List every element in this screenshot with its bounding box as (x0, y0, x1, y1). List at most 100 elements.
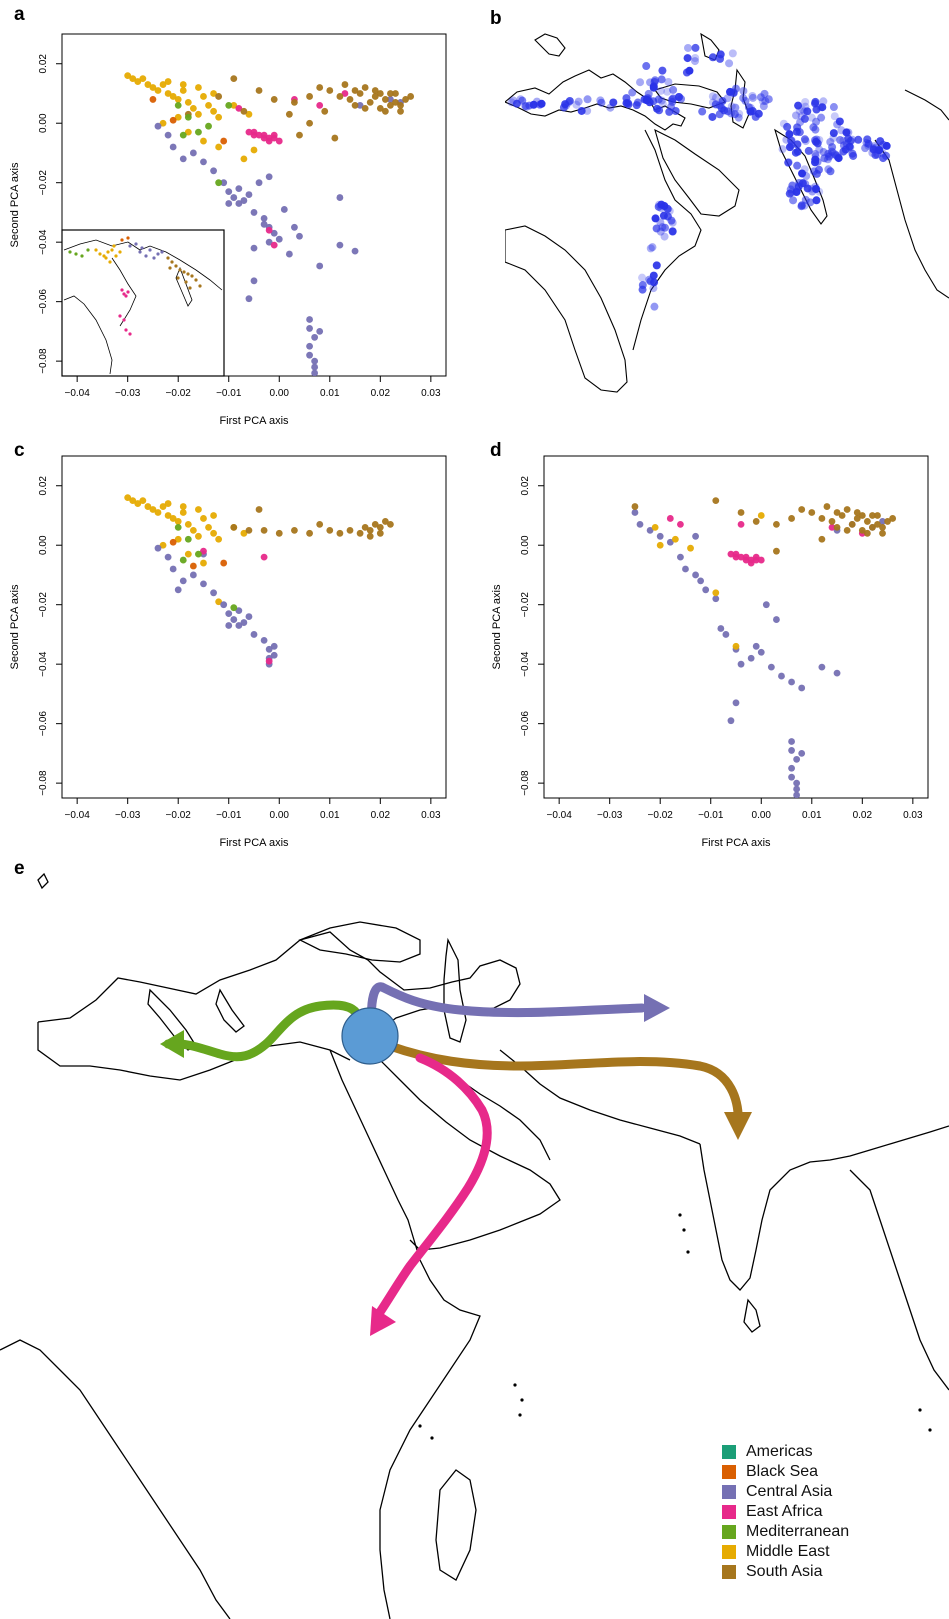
data-point-south-asia (397, 101, 404, 109)
site-point (802, 172, 811, 181)
site-point (748, 93, 757, 102)
site-point (715, 110, 724, 119)
data-point-south-asia (255, 506, 263, 513)
data-point-black-sea (189, 562, 197, 570)
site-point (661, 223, 670, 232)
data-point-central-asia (788, 747, 795, 754)
site-point (803, 184, 812, 193)
site-point (803, 107, 812, 116)
inset-point-mediterranean (80, 254, 84, 258)
inset-point-south-asia (186, 272, 190, 276)
data-point-middle-east (757, 512, 765, 519)
data-point-central-asia (336, 194, 344, 201)
data-point-central-asia (879, 518, 886, 525)
data-point-central-asia (210, 167, 217, 175)
data-point-mediterranean (230, 604, 238, 612)
inset-point-east-africa (122, 292, 126, 296)
map-b (505, 32, 949, 393)
site-point (787, 141, 796, 150)
data-point-east-africa (260, 131, 268, 139)
data-point-middle-east (195, 84, 202, 91)
inset-map (63, 239, 223, 375)
site-point (664, 77, 673, 86)
data-point-central-asia (387, 96, 394, 103)
data-point-south-asia (316, 84, 324, 91)
inset-point-middle-east (104, 256, 108, 260)
data-point-south-asia (346, 526, 354, 534)
site-point (826, 167, 835, 176)
data-point-south-asia (291, 99, 298, 106)
data-point-south-asia (889, 515, 897, 522)
data-point-south-asia (853, 515, 861, 522)
data-point-central-asia (788, 764, 795, 772)
site-point (518, 96, 527, 105)
inset-point-east-africa (122, 318, 126, 322)
data-point-middle-east (129, 497, 137, 505)
data-point-central-asia (311, 357, 319, 365)
data-point-east-africa (341, 90, 349, 97)
legend-item: Central Asia (722, 1482, 849, 1502)
data-point-south-asia (387, 521, 394, 528)
data-point-south-asia (376, 523, 384, 531)
data-point-central-asia (235, 185, 243, 193)
data-point-south-asia (356, 529, 364, 537)
y-tick-label: 0.02 (520, 476, 531, 496)
site-point (793, 161, 802, 170)
data-point-central-asia (656, 532, 664, 540)
site-point (881, 151, 890, 160)
data-point-south-asia (869, 523, 876, 531)
data-point-central-asia (356, 101, 364, 109)
data-point-central-asia (677, 553, 684, 561)
data-point-south-asia (326, 87, 334, 94)
data-point-south-asia (387, 101, 394, 109)
data-point-middle-east (179, 81, 187, 88)
data-point-east-africa (270, 241, 278, 249)
site-point (800, 114, 809, 123)
site-point (537, 99, 546, 108)
site-point (658, 66, 667, 75)
scatter-plot-d: −0.04 −0.03 −0.02 −0.01 0.00 0.01 0.02 0.03 −0.0… (491, 455, 929, 849)
data-point-south-asia (361, 104, 369, 112)
site-point (660, 232, 669, 241)
data-point-central-asia (285, 250, 293, 258)
data-point-east-africa (747, 559, 755, 567)
data-point-black-sea (169, 116, 177, 124)
arrow-head-south-asia (724, 1112, 752, 1140)
site-point (801, 179, 810, 188)
site-point (711, 93, 720, 102)
data-point-central-asia (169, 143, 177, 151)
site-point (812, 185, 821, 194)
site-point (644, 89, 653, 98)
data-point-central-asia (778, 672, 785, 680)
site-point (583, 95, 592, 104)
site-point (819, 97, 828, 106)
x-tick-label: −0.03 (597, 810, 623, 821)
site-point (812, 196, 821, 205)
inset-point-south-asia (190, 274, 194, 278)
site-point (829, 103, 838, 112)
data-point-central-asia (189, 571, 197, 579)
site-point (574, 97, 583, 106)
inset-point-central-asia (152, 256, 156, 260)
scatter-plot-a: −0.04 −0.03 −0.02 −0.01 0.00 0.01 0.02 0.03 −0.0… (9, 33, 447, 427)
data-point-central-asia (306, 342, 313, 350)
site-point (657, 75, 666, 84)
inset-point-south-asia (176, 276, 180, 280)
site-point (728, 49, 737, 58)
x-axis-label: First PCA axis (219, 837, 289, 849)
data-point-central-asia (762, 601, 770, 609)
site-point (730, 110, 739, 119)
data-point-south-asia (828, 518, 836, 525)
site-point (657, 96, 666, 105)
inset-point-black-sea (126, 236, 130, 240)
site-point (649, 284, 658, 293)
site-point (835, 117, 844, 126)
data-point-central-asia (306, 316, 313, 323)
site-point (583, 106, 592, 115)
y-axis-label: Second PCA axis (9, 162, 21, 247)
site-point (669, 85, 678, 94)
data-point-middle-east (159, 541, 167, 549)
data-point-south-asia (823, 503, 831, 510)
data-point-east-africa (742, 553, 750, 561)
data-point-middle-east (240, 529, 248, 537)
